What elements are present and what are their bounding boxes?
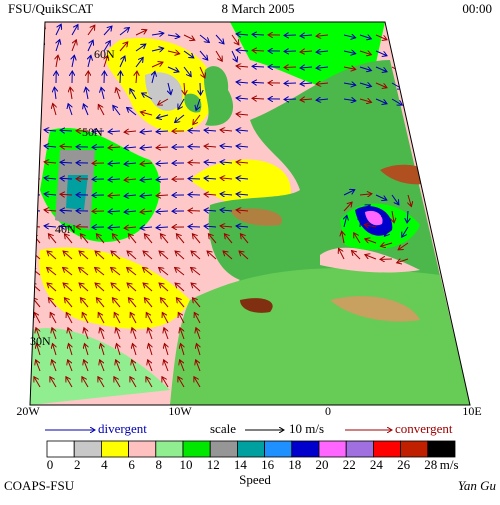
wind-arrow — [408, 83, 418, 90]
colorbar-swatch — [346, 441, 373, 457]
colorbar-label: 10 — [180, 457, 193, 472]
colorbar-label: 28 — [424, 457, 437, 472]
lon-label: 10W — [168, 404, 192, 418]
wind-arrow — [37, 103, 40, 115]
colorbar-label: 16 — [261, 457, 275, 472]
wind-arrow — [120, 71, 121, 83]
wind-arrow — [456, 99, 463, 109]
colorbar-swatch — [401, 441, 428, 457]
header-title: FSU/QuikSCAT — [8, 1, 93, 16]
colorbar-label: 4 — [101, 457, 108, 472]
legend-scale-value: 10 m/s — [289, 421, 324, 436]
wind-arrow — [40, 39, 43, 51]
footer-right: Yan Gu — [458, 478, 497, 493]
wind-arrow — [440, 51, 449, 59]
header-time: 00:00 — [462, 1, 492, 16]
wind-arrow — [284, 35, 296, 36]
wind-arrow — [440, 67, 448, 76]
wind-arrow — [252, 34, 264, 35]
lon-label: 0 — [325, 404, 331, 418]
wind-arrow — [440, 35, 449, 43]
wind-arrow — [408, 35, 418, 42]
wind-arrow — [28, 162, 40, 163]
lat-label: 50N — [82, 125, 103, 139]
colorbar-swatch — [265, 441, 292, 457]
lon-label: 10E — [462, 404, 481, 418]
wind-arrow — [424, 67, 433, 75]
colorbar-label: 26 — [397, 457, 411, 472]
wind-arrow — [424, 51, 433, 59]
colorbar-swatch — [47, 441, 74, 457]
legend-divergent: divergent — [98, 421, 147, 436]
header-date: 8 March 2005 — [222, 1, 295, 16]
colorbar-swatch — [129, 441, 156, 457]
lat-label: 60N — [94, 47, 115, 61]
colorbar-label: 0 — [47, 457, 54, 472]
colorbar-label: 20 — [316, 457, 329, 472]
wind-arrow — [408, 67, 418, 74]
wind-arrow — [284, 67, 296, 68]
colorbar-swatch — [101, 441, 128, 457]
wind-arrow — [39, 87, 40, 99]
colorbar-unit: m/s — [440, 457, 459, 472]
colorbar-label: 24 — [370, 457, 384, 472]
wind-arrow — [440, 83, 448, 92]
wind-arrow — [40, 55, 42, 67]
wind-arrow — [456, 51, 464, 60]
wind-arrow — [392, 51, 403, 57]
colorbar-swatch — [183, 441, 210, 457]
wind-arrow — [456, 83, 463, 93]
colorbar-label: 14 — [234, 457, 248, 472]
colorbar-swatch — [319, 441, 346, 457]
colorbar-swatch — [74, 441, 101, 457]
map-area — [0, 0, 500, 420]
wind-arrow — [392, 35, 403, 41]
wind-arrow — [456, 35, 464, 44]
colorbar-title: Speed — [239, 472, 271, 487]
footer-left: COAPS-FSU — [4, 478, 75, 493]
colorbar-label: 22 — [343, 457, 356, 472]
colorbar-label: 18 — [288, 457, 301, 472]
wind-arrow — [424, 99, 433, 107]
colorbar-swatch — [210, 441, 237, 457]
colorbar-label: 2 — [74, 457, 81, 472]
wind-arrow — [424, 83, 433, 91]
wind-arrow — [408, 51, 418, 58]
wind-arrow — [252, 50, 264, 51]
colorbar-swatch — [428, 441, 455, 457]
colorbar-swatch — [373, 441, 400, 457]
colorbar-label: 6 — [128, 457, 135, 472]
wind-arrow — [252, 98, 264, 99]
wind-arrow — [252, 82, 264, 83]
lat-label: 30N — [30, 334, 51, 348]
wind-arrow — [252, 66, 264, 67]
wind-arrow — [284, 51, 296, 52]
colorbar-label: 12 — [207, 457, 220, 472]
lat-label: 40N — [55, 222, 76, 236]
legend-scale: scale — [210, 421, 236, 436]
colorbar-swatch — [292, 441, 319, 457]
legend-convergent: convergent — [395, 421, 453, 436]
lon-label: 20W — [16, 404, 40, 418]
wind-arrow — [284, 99, 296, 100]
wind-arrow — [440, 99, 448, 108]
wind-arrow — [28, 130, 40, 131]
wind-arrow — [200, 83, 201, 95]
wind-arrow — [456, 67, 464, 76]
wind-arrow — [424, 35, 434, 42]
colorbar-label: 8 — [156, 457, 163, 472]
colorbar-swatch — [156, 441, 183, 457]
colorbar-swatch — [237, 441, 264, 457]
wind-arrow — [28, 178, 40, 179]
wind-arrow — [40, 24, 45, 35]
wind-arrow — [284, 83, 296, 84]
wind-arrow — [28, 146, 40, 147]
wind-arrow — [408, 99, 417, 106]
